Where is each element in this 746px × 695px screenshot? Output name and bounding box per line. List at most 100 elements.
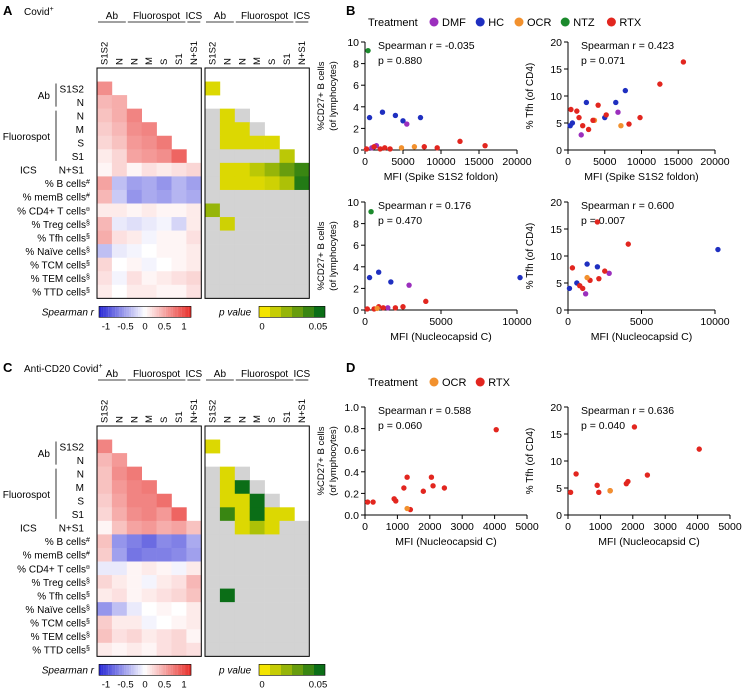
pvalue-cell bbox=[205, 439, 221, 454]
pvalue-cell-na bbox=[205, 480, 221, 495]
spearman-legend-swatch bbox=[172, 664, 175, 676]
pvalue-cell-na bbox=[249, 230, 265, 245]
pvalue-cell bbox=[234, 480, 250, 495]
legend-marker-dmf bbox=[429, 17, 439, 27]
heatmap-column-label: S bbox=[159, 417, 170, 423]
heatmap-cell bbox=[156, 244, 172, 258]
heatmap-cell bbox=[156, 162, 172, 177]
scatter-point bbox=[364, 306, 370, 312]
heatmap-row-mark: § bbox=[86, 632, 90, 639]
heatmap-cell bbox=[97, 520, 113, 535]
heatmap-cell bbox=[97, 257, 113, 272]
heatmap-cell bbox=[156, 561, 172, 576]
heatmap-cell bbox=[126, 203, 142, 218]
scatter-point bbox=[580, 285, 586, 292]
heatmap-cell bbox=[126, 230, 142, 245]
heatmap-cell bbox=[97, 547, 113, 562]
pvalue-cell-na bbox=[219, 257, 236, 272]
heatmap-cell bbox=[156, 493, 172, 508]
heatmap-row-label: % Treg cells bbox=[32, 578, 86, 589]
spearman-legend-swatch bbox=[158, 664, 162, 676]
pvalue-legend-swatch bbox=[292, 664, 303, 676]
pvalue-cell-na bbox=[264, 561, 280, 576]
heatmap-row-group-label: ICS bbox=[20, 166, 37, 177]
heatmap-cell bbox=[126, 257, 142, 272]
spearman-legend-swatch bbox=[163, 664, 166, 676]
spearman-legend-swatch bbox=[174, 664, 178, 676]
heatmap-cell bbox=[186, 230, 202, 245]
y-axis-label: % Tfh (of CD4) bbox=[525, 428, 536, 495]
spearman-legend-swatch bbox=[172, 306, 175, 318]
heatmap-column-label: S1S2 bbox=[207, 400, 218, 423]
heatmap-cell bbox=[97, 81, 113, 96]
heatmap-cell bbox=[141, 149, 157, 164]
scatter-point bbox=[696, 446, 702, 452]
heatmap-group-label: Ab bbox=[214, 369, 227, 380]
heatmap-cell bbox=[171, 257, 187, 272]
pvalue-legend-tick: 0 bbox=[259, 321, 264, 332]
heatmap-cell bbox=[156, 284, 172, 299]
y-tick-label: 8 bbox=[353, 59, 359, 71]
x-tick-label: 2000 bbox=[418, 521, 442, 533]
pvalue-cell-na bbox=[279, 588, 295, 603]
spearman-legend-swatch bbox=[138, 306, 141, 318]
heatmap-cell bbox=[171, 629, 187, 644]
x-axis-label: MFI (Nucleocapsid C) bbox=[591, 331, 693, 343]
scatter-point bbox=[404, 505, 410, 512]
scatter-point bbox=[613, 99, 619, 106]
heatmap-column-label: N bbox=[129, 58, 140, 65]
heatmap-cell bbox=[126, 244, 142, 258]
x-tick-label: 0 bbox=[362, 156, 368, 168]
heatmap-cell bbox=[111, 257, 128, 272]
spearman-legend-swatch bbox=[161, 306, 164, 318]
pvalue-cell-na bbox=[294, 520, 310, 535]
heatmap-cell bbox=[171, 176, 187, 191]
heatmap-cell bbox=[141, 189, 157, 204]
heatmap-row-mark: § bbox=[86, 260, 90, 267]
pvalue-cell-na bbox=[249, 284, 265, 299]
heatmap-cell bbox=[186, 602, 202, 616]
heatmap-column-label: M bbox=[252, 57, 263, 65]
heatmap-cell bbox=[156, 257, 172, 272]
x-tick-label: 0 bbox=[362, 316, 368, 328]
pvalue-cell bbox=[264, 176, 280, 191]
pvalue-cell bbox=[219, 588, 236, 603]
spearman-legend-swatch bbox=[124, 664, 127, 676]
pvalue-cell-na bbox=[205, 284, 221, 299]
heatmap-cell bbox=[156, 534, 172, 549]
scatter-point bbox=[657, 81, 663, 87]
pvalue-cell bbox=[249, 162, 265, 177]
heatmap-row-label: % CD4+ T cells bbox=[17, 206, 86, 217]
pvalue-cell-na bbox=[219, 230, 236, 245]
scatter-point bbox=[594, 264, 601, 270]
heatmap-cell bbox=[156, 230, 172, 245]
scatter-point bbox=[607, 488, 613, 494]
spearman-legend-swatch bbox=[186, 306, 189, 318]
heatmap-row-group-label: Fluorospot bbox=[3, 132, 50, 143]
pvalue-cell-na bbox=[219, 642, 236, 657]
heatmap-column-label: N bbox=[222, 58, 233, 65]
heatmap-cell bbox=[171, 507, 187, 522]
pvalue-cell-na bbox=[205, 149, 221, 164]
scatter-point bbox=[596, 275, 602, 282]
heatmap-cell bbox=[111, 244, 128, 258]
scatter-point bbox=[584, 261, 590, 267]
heatmap-group-label: Fluorospot bbox=[241, 11, 288, 22]
heatmap-cell bbox=[186, 189, 202, 204]
spearman-legend-swatch bbox=[170, 306, 173, 318]
pvalue-cell-na bbox=[264, 602, 280, 616]
y-tick-label: 0 bbox=[353, 305, 359, 317]
spearman-legend-tick: 0 bbox=[142, 321, 147, 332]
pvalue-cell-na bbox=[279, 534, 295, 549]
pvalue-cell-na bbox=[264, 189, 280, 204]
heatmap-column-label: N bbox=[129, 416, 140, 423]
heatmap-cell bbox=[186, 534, 202, 549]
x-tick-label: 0 bbox=[565, 316, 571, 328]
heatmap-cell bbox=[141, 257, 157, 272]
heatmap-cell bbox=[186, 244, 202, 258]
pvalue-cell-na bbox=[279, 217, 295, 231]
pvalue-cell-na bbox=[234, 575, 250, 589]
pvalue-cell-na bbox=[294, 203, 310, 218]
heatmap-cell bbox=[186, 271, 202, 286]
